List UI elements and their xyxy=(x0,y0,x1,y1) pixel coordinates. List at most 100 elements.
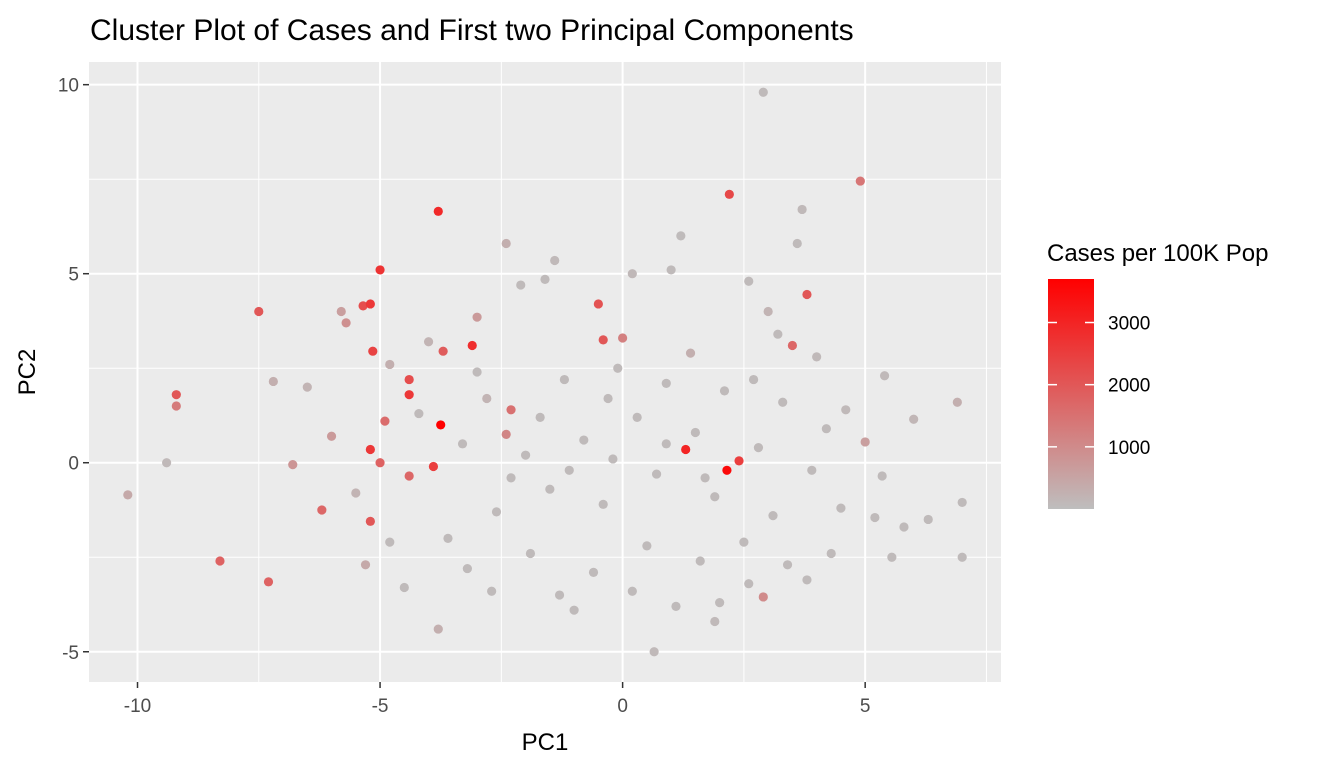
data-point xyxy=(651,469,662,479)
data-point xyxy=(666,265,676,275)
data-point xyxy=(649,647,659,657)
data-point xyxy=(302,382,312,392)
data-point xyxy=(613,363,623,373)
data-point xyxy=(797,204,807,215)
data-point xyxy=(375,265,385,275)
data-point xyxy=(753,443,764,453)
data-point xyxy=(768,511,778,521)
data-point xyxy=(957,552,967,562)
data-point xyxy=(690,427,700,438)
data-point xyxy=(618,333,628,343)
data-point xyxy=(744,276,754,286)
data-point xyxy=(588,567,599,577)
data-point xyxy=(360,560,371,570)
data-point xyxy=(744,579,754,589)
data-point xyxy=(782,560,793,570)
data-point xyxy=(598,335,608,345)
legend-tick-label: 3000 xyxy=(1108,314,1150,335)
data-point xyxy=(909,414,919,424)
data-point xyxy=(171,401,181,411)
data-point xyxy=(491,507,502,517)
data-point xyxy=(380,416,390,426)
data-point xyxy=(545,484,555,494)
data-point xyxy=(501,429,511,439)
data-point xyxy=(593,299,603,309)
data-point xyxy=(778,397,788,407)
data-point xyxy=(365,444,375,455)
data-point xyxy=(520,450,531,460)
data-point xyxy=(215,556,225,566)
data-point xyxy=(957,497,967,508)
data-point xyxy=(700,473,710,483)
data-point xyxy=(433,624,443,634)
data-point xyxy=(715,598,725,608)
data-point xyxy=(368,346,378,356)
data-points xyxy=(123,87,967,657)
data-point xyxy=(263,577,274,587)
chart-title: Cluster Plot of Cases and First two Prin… xyxy=(90,14,854,47)
data-point xyxy=(162,458,172,468)
data-point xyxy=(564,465,574,475)
data-point xyxy=(554,590,565,600)
data-point xyxy=(569,605,579,615)
data-point xyxy=(841,405,851,415)
data-point xyxy=(501,238,511,249)
data-point xyxy=(516,280,526,290)
plot-panel xyxy=(89,62,1001,682)
y-axis-title: PC2 xyxy=(14,349,41,396)
data-point xyxy=(899,522,909,532)
data-point xyxy=(807,465,817,475)
data-point xyxy=(404,390,414,400)
data-point xyxy=(443,533,453,543)
data-point xyxy=(123,490,133,500)
x-axis: -10 -5 0 5 xyxy=(124,682,871,717)
data-point xyxy=(661,378,671,388)
data-point xyxy=(887,552,897,562)
data-point xyxy=(826,548,836,559)
data-point xyxy=(317,505,327,515)
data-point xyxy=(288,460,298,470)
x-tick-label: -10 xyxy=(124,696,151,717)
data-point xyxy=(457,439,468,449)
data-point xyxy=(358,301,368,311)
data-point xyxy=(171,390,181,400)
data-point xyxy=(603,393,613,404)
legend-ticks: 1000 2000 3000 xyxy=(1048,314,1150,459)
data-point xyxy=(952,397,962,407)
data-point xyxy=(506,405,516,415)
data-point xyxy=(642,541,652,551)
data-point xyxy=(773,329,783,339)
legend-tick-label: 1000 xyxy=(1108,438,1150,459)
data-point xyxy=(598,499,608,509)
data-point xyxy=(351,488,361,498)
data-point xyxy=(404,471,414,481)
data-point xyxy=(710,616,720,627)
data-point xyxy=(879,371,890,381)
data-point xyxy=(821,424,831,434)
data-point xyxy=(758,592,768,602)
x-tick-label: 5 xyxy=(860,696,871,717)
data-point xyxy=(385,359,395,370)
data-point xyxy=(436,420,446,430)
data-point xyxy=(870,512,880,523)
data-point xyxy=(923,514,933,525)
data-point xyxy=(467,340,477,351)
data-point xyxy=(579,435,589,445)
y-tick-label: 5 xyxy=(68,265,79,286)
data-point xyxy=(671,601,681,611)
data-point xyxy=(336,306,346,317)
data-point xyxy=(855,176,865,186)
data-point xyxy=(763,306,773,317)
data-point xyxy=(506,473,516,483)
data-point xyxy=(540,274,550,284)
data-point xyxy=(787,340,798,351)
data-point xyxy=(719,386,730,396)
data-point xyxy=(525,548,536,559)
data-point xyxy=(627,586,637,596)
data-point xyxy=(695,556,705,566)
data-point xyxy=(632,412,642,422)
data-point xyxy=(254,306,264,317)
data-point xyxy=(472,367,482,377)
data-point xyxy=(438,346,448,356)
